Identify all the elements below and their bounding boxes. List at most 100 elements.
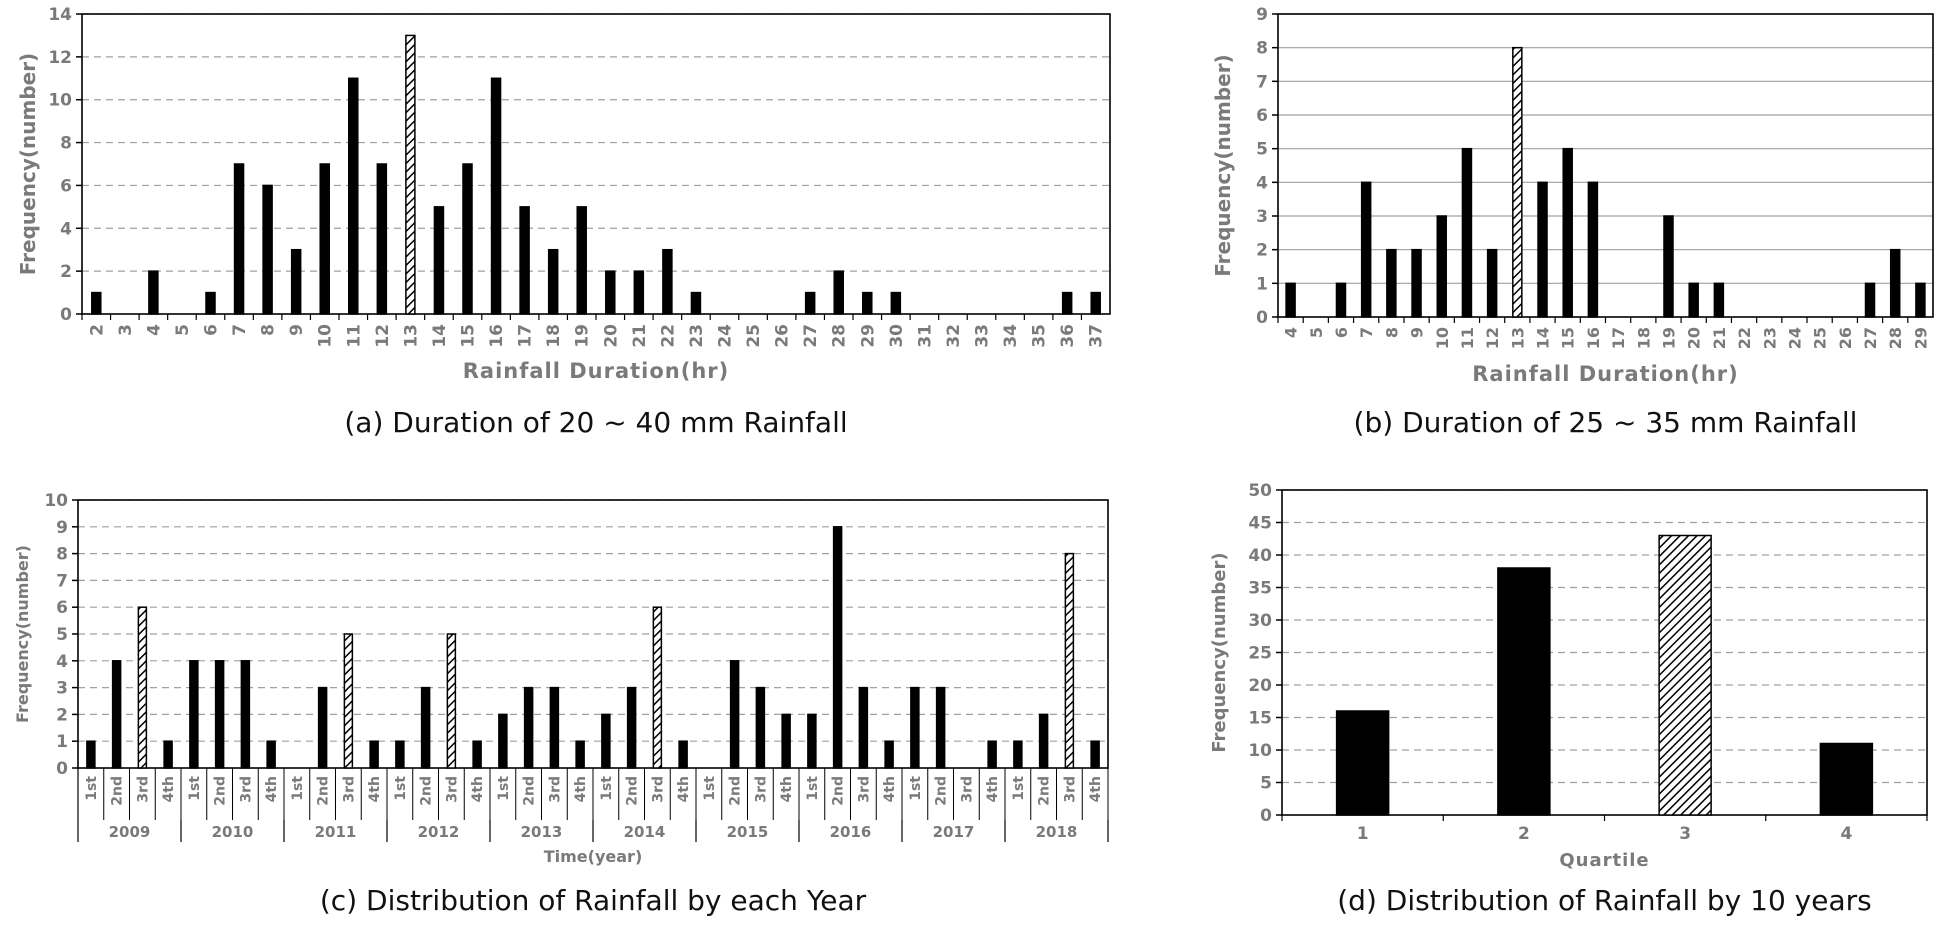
year-label: 2018 bbox=[1036, 823, 1078, 841]
x-tick-label: 15 bbox=[459, 324, 479, 348]
bar bbox=[832, 526, 843, 769]
x-tick-label: 30 bbox=[887, 324, 907, 348]
year-label: 2011 bbox=[315, 823, 357, 841]
x-tick-label: 22 bbox=[1735, 327, 1754, 349]
bar bbox=[498, 713, 508, 769]
x-tick-label: 2nd bbox=[419, 776, 435, 806]
x-tick-label: 1st bbox=[393, 776, 409, 801]
x-tick-label: 9 bbox=[287, 324, 307, 336]
year-label: 2017 bbox=[933, 823, 975, 841]
bar bbox=[1819, 742, 1874, 816]
year-label: 2015 bbox=[727, 823, 769, 841]
y-tick-label: 15 bbox=[1248, 709, 1272, 729]
bar bbox=[1889, 248, 1901, 318]
x-axis-title: Rainfall Duration(hr) bbox=[463, 359, 730, 383]
x-tick-label: 2nd bbox=[625, 776, 641, 806]
caption: (b) Duration of 25 ~ 35 mm Rainfall bbox=[1354, 406, 1858, 439]
year-label: 2014 bbox=[624, 823, 666, 841]
bar bbox=[807, 713, 817, 769]
bar bbox=[1688, 282, 1699, 318]
y-tick-label: 4 bbox=[1256, 173, 1268, 193]
y-tick-label: 2 bbox=[56, 705, 68, 725]
y-axis-title: Frequency(number) bbox=[16, 53, 40, 275]
y-tick-label: 3 bbox=[1256, 207, 1268, 227]
year-label: 2010 bbox=[212, 823, 254, 841]
x-tick-label: 12 bbox=[373, 324, 393, 348]
x-axis-title: Quartile bbox=[1559, 850, 1649, 871]
bar bbox=[1335, 710, 1390, 816]
x-tick-label: 2nd bbox=[316, 776, 332, 806]
bar bbox=[1013, 740, 1023, 769]
x-tick-label: 4th bbox=[985, 776, 1001, 802]
chart-c-by-year: 0 1 2 3 4 5 6 7 8 9 10 1st 2nd 3rd 4th 2009 1st 2nd 3rd 4th… bbox=[13, 491, 1109, 917]
bar bbox=[1436, 215, 1447, 318]
year-label: 2013 bbox=[521, 823, 563, 841]
x-tick-label: 26 bbox=[773, 324, 793, 348]
bar bbox=[290, 248, 302, 315]
y-tick-label: 50 bbox=[1248, 481, 1272, 501]
year-label: 2009 bbox=[109, 823, 151, 841]
bar bbox=[1411, 248, 1422, 318]
bar bbox=[163, 740, 173, 769]
bar bbox=[755, 686, 766, 769]
x-tick-label: 2 bbox=[87, 324, 107, 336]
bar bbox=[804, 291, 816, 315]
x-tick-label: 23 bbox=[1760, 327, 1779, 349]
x-tick-label: 11 bbox=[1458, 327, 1477, 349]
y-tick-label: 14 bbox=[48, 5, 72, 25]
bar bbox=[420, 686, 431, 769]
x-tick-label: 31 bbox=[915, 324, 935, 348]
x-tick-label: 29 bbox=[1911, 327, 1930, 349]
bar-highlight bbox=[652, 606, 663, 769]
y-tick-label: 9 bbox=[56, 518, 68, 538]
y-tick-label: 7 bbox=[1256, 72, 1268, 92]
x-tick-label: 4th bbox=[882, 776, 898, 802]
x-tick-label: 12 bbox=[1483, 327, 1502, 349]
x-tick-label: 7 bbox=[1357, 327, 1376, 338]
bar bbox=[205, 291, 216, 315]
bar-highlight bbox=[343, 633, 354, 769]
bar bbox=[987, 740, 997, 769]
x-tick-label: 35 bbox=[1030, 324, 1050, 348]
x-tick-label: 3 bbox=[1679, 824, 1691, 844]
bar bbox=[317, 686, 328, 769]
x-tick-label: 1st bbox=[702, 776, 718, 801]
x-tick-label: 25 bbox=[1811, 327, 1830, 349]
y-tick-label: 0 bbox=[1256, 308, 1268, 328]
x-tick-label: 32 bbox=[944, 324, 964, 348]
y-tick-label: 4 bbox=[56, 652, 68, 672]
y-tick-label: 1 bbox=[1256, 274, 1268, 294]
bar bbox=[240, 660, 251, 769]
y-tick-label: 0 bbox=[60, 305, 72, 325]
bar bbox=[601, 713, 611, 769]
x-tick-label: 3rd bbox=[959, 776, 975, 803]
x-axis-title: Time(year) bbox=[544, 847, 643, 866]
bar bbox=[1335, 282, 1347, 318]
bar bbox=[678, 740, 688, 769]
caption: (c) Distribution of Rainfall by each Yea… bbox=[320, 884, 867, 917]
y-tick-label: 45 bbox=[1248, 514, 1272, 534]
bar bbox=[662, 248, 673, 315]
bar bbox=[890, 291, 902, 315]
x-tick-label: 1st bbox=[908, 776, 924, 801]
bar bbox=[1061, 291, 1073, 315]
x-tick-label: 1 bbox=[1357, 824, 1369, 844]
y-tick-label: 1 bbox=[56, 732, 68, 752]
bar bbox=[91, 291, 102, 315]
y-tick-label: 2 bbox=[1256, 241, 1268, 261]
bar bbox=[1386, 248, 1397, 318]
bar bbox=[884, 740, 894, 769]
bar bbox=[262, 184, 273, 315]
x-tick-label: 4th bbox=[1088, 776, 1104, 802]
x-tick-label: 2nd bbox=[728, 776, 744, 806]
bar-highlight bbox=[446, 633, 457, 769]
bar bbox=[266, 740, 276, 769]
x-tick-label: 14 bbox=[430, 324, 450, 348]
bar bbox=[319, 163, 330, 315]
bar bbox=[781, 713, 791, 769]
bar bbox=[690, 291, 702, 315]
y-tick-label: 25 bbox=[1248, 644, 1272, 664]
x-tick-label: 9 bbox=[1408, 327, 1427, 338]
